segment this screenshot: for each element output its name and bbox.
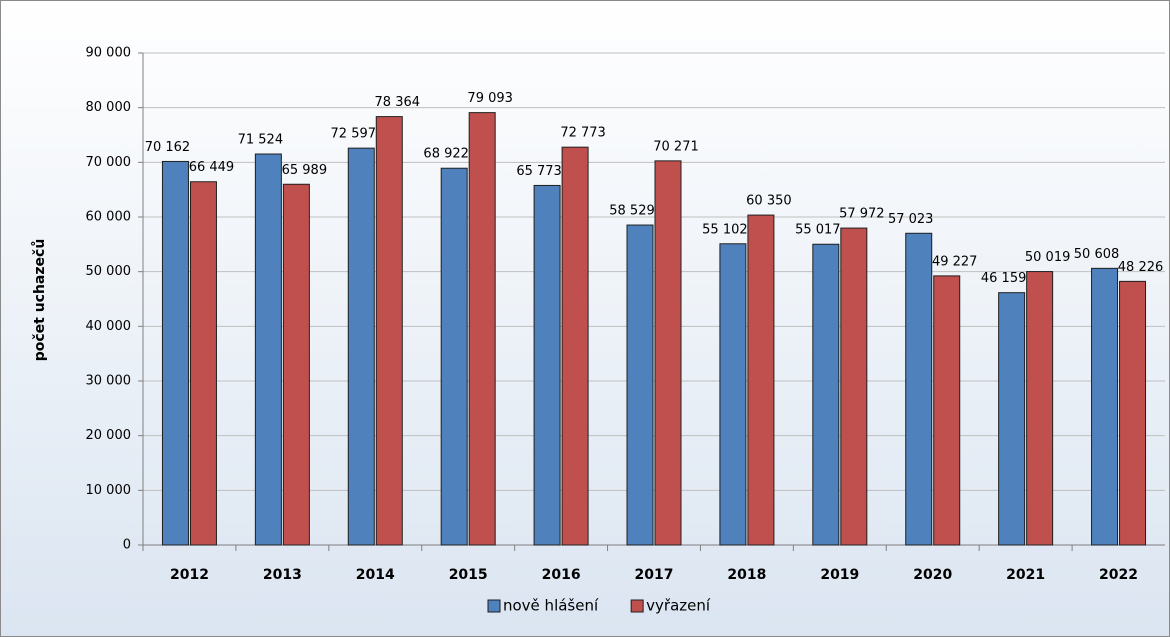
legend-swatch	[630, 599, 644, 613]
y-tick-label: 40 000	[86, 319, 132, 334]
data-label: 65 989	[282, 163, 328, 178]
data-label: 65 773	[516, 164, 562, 179]
y-tick-label: 10 000	[86, 483, 132, 498]
data-label: 58 529	[609, 204, 655, 219]
data-label: 50 019	[1025, 250, 1071, 265]
bar	[905, 232, 933, 546]
bar	[533, 184, 561, 546]
bar	[161, 160, 189, 546]
data-label: 78 364	[375, 95, 421, 110]
x-tick-label: 2017	[635, 567, 674, 583]
data-label: 55 102	[702, 222, 748, 237]
y-axis-label: počet uchazečů	[31, 239, 48, 362]
data-label: 57 972	[839, 207, 885, 222]
bar	[347, 147, 375, 546]
x-tick-label: 2021	[1006, 567, 1045, 583]
bar	[840, 227, 868, 546]
x-tick-label: 2014	[356, 567, 395, 583]
legend-label: nově hlášení	[503, 597, 599, 615]
y-tick-label: 30 000	[86, 374, 132, 389]
data-label: 72 597	[331, 127, 377, 142]
bar	[375, 116, 403, 546]
x-tick-label: 2019	[820, 567, 859, 583]
data-label: 66 449	[189, 160, 235, 175]
data-label: 68 922	[423, 147, 469, 162]
x-tick-label: 2018	[727, 567, 766, 583]
bar	[468, 112, 496, 546]
data-label: 70 162	[145, 140, 191, 155]
data-label: 71 524	[238, 133, 284, 148]
y-tick-label: 20 000	[86, 428, 132, 443]
data-label: 57 023	[888, 212, 934, 227]
bar	[1091, 267, 1119, 546]
data-label: 50 608	[1074, 247, 1120, 262]
bar	[440, 167, 468, 546]
bar	[282, 183, 310, 546]
bar	[626, 224, 654, 546]
data-label: 79 093	[467, 91, 513, 106]
y-tick-label: 70 000	[86, 155, 132, 170]
bar	[747, 214, 775, 546]
x-tick-label: 2020	[913, 567, 952, 583]
x-tick-label: 2013	[263, 567, 302, 583]
legend-swatch	[487, 599, 501, 613]
data-label: 70 271	[653, 139, 699, 154]
y-tick-label: 0	[123, 538, 131, 553]
y-tick-label: 60 000	[86, 210, 132, 225]
data-label: 49 227	[932, 254, 978, 269]
bar	[1119, 280, 1147, 546]
bar	[561, 146, 589, 546]
x-tick-label: 2016	[542, 567, 581, 583]
bar	[254, 153, 282, 546]
bar	[1026, 271, 1054, 546]
data-label: 72 773	[560, 126, 606, 141]
y-tick-label: 80 000	[86, 100, 132, 115]
x-tick-label: 2015	[449, 567, 488, 583]
x-tick-label: 2012	[170, 567, 209, 583]
bar	[654, 160, 682, 546]
legend-label: vyřazení	[646, 597, 711, 615]
bar	[998, 292, 1026, 546]
data-label: 48 226	[1118, 260, 1164, 275]
bar	[812, 243, 840, 546]
bar	[719, 243, 747, 546]
bar	[933, 275, 961, 546]
y-tick-label: 90 000	[86, 46, 132, 61]
data-label: 60 350	[746, 194, 792, 209]
y-tick-label: 50 000	[86, 264, 132, 279]
data-label: 46 159	[981, 271, 1027, 286]
bar	[189, 181, 217, 546]
data-label: 55 017	[795, 223, 841, 238]
x-tick-label: 2022	[1099, 567, 1138, 583]
